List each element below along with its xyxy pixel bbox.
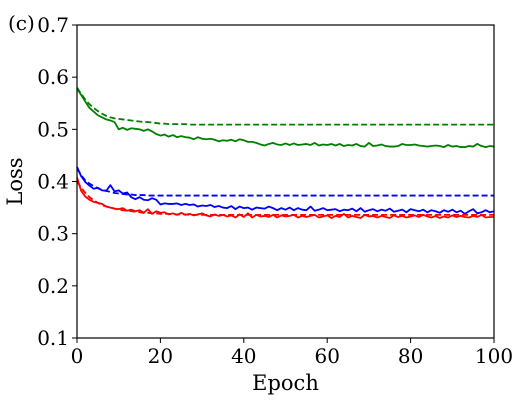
series-line-2-solid bbox=[76, 88, 495, 148]
y-tick-label: 0.1 bbox=[37, 326, 69, 350]
y-tick-label: 0.6 bbox=[37, 65, 69, 89]
y-tick-label: 0.5 bbox=[37, 117, 69, 141]
series-line-5-dashed bbox=[76, 181, 494, 216]
y-tick-label: 0.2 bbox=[37, 274, 69, 298]
x-tick-label: 40 bbox=[231, 344, 256, 368]
series-line-6-solid bbox=[76, 177, 494, 219]
y-tick-label: 0.4 bbox=[37, 170, 69, 194]
x-tick-label: 100 bbox=[475, 344, 513, 368]
x-tick-label: 80 bbox=[398, 344, 423, 368]
x-axis-label: Epoch bbox=[252, 371, 319, 395]
ticks-layer: 0 20 40 60 80 100 0.1 0.2 0.3 0.4 0.5 0.6 0.7 bbox=[37, 13, 513, 368]
y-tick-label: 0.3 bbox=[37, 222, 69, 246]
x-tick-label: 0 bbox=[71, 344, 84, 368]
series-layer bbox=[76, 87, 495, 219]
x-tick-label: 60 bbox=[314, 344, 339, 368]
series-line-4-solid bbox=[76, 166, 495, 215]
plot-frame bbox=[76, 24, 495, 339]
panel-label: (c) bbox=[8, 11, 35, 35]
y-axis-label: Loss bbox=[3, 157, 27, 205]
y-tick-label: 0.7 bbox=[37, 13, 69, 37]
x-tick-label: 20 bbox=[148, 344, 173, 368]
series-line-3-dashed bbox=[76, 167, 494, 197]
series-line-1-dashed bbox=[76, 87, 494, 126]
